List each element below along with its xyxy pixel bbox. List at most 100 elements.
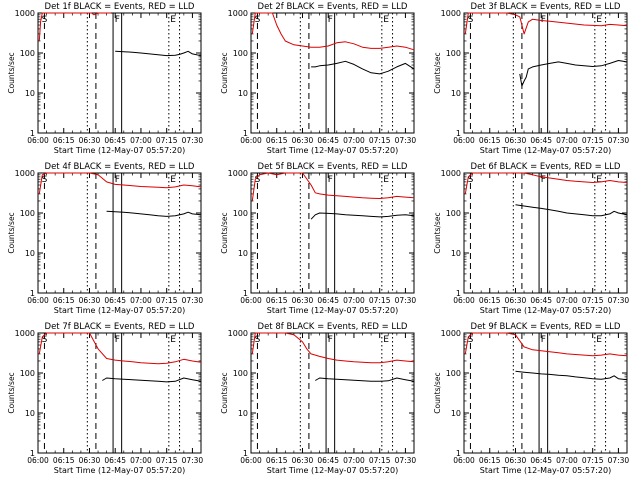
- marker-f: F: [328, 335, 333, 345]
- lld-rate-line: [251, 332, 415, 364]
- plot-frame: [250, 172, 415, 294]
- flare-interval-box: [112, 12, 123, 134]
- x-tick-label: 06:15: [266, 296, 288, 305]
- chart-title: Det 4f BLACK = Events, RED = LLD: [45, 162, 195, 172]
- x-tick-label: 07:00: [556, 456, 578, 465]
- y-tick-label: 1: [30, 129, 35, 138]
- y-tick-label: 10: [25, 249, 35, 258]
- x-tick-label: 07:15: [369, 296, 391, 305]
- marker-s: S: [42, 175, 48, 185]
- plot-frame: [37, 332, 202, 454]
- y-tick-label: 100: [20, 49, 35, 58]
- plot-frame: [463, 12, 628, 134]
- y-tick-label: 100: [233, 209, 248, 218]
- x-axis-label: Start Time (12-May-07 05:57:20): [54, 146, 185, 155]
- x-tick-label: 06:00: [453, 456, 475, 465]
- x-tick-label: 06:15: [53, 136, 75, 145]
- x-tick-label: 07:00: [130, 456, 152, 465]
- x-tick-label: 06:45: [317, 296, 339, 305]
- x-tick-label: 07:30: [608, 136, 630, 145]
- y-axis-label: Counts/sec: [7, 52, 16, 93]
- x-tick-label: 06:00: [453, 296, 475, 305]
- y-axis-label: Counts/sec: [220, 372, 229, 413]
- x-axis-label: Start Time (12-May-07 05:57:20): [267, 146, 398, 155]
- x-tick-label: 06:15: [53, 456, 75, 465]
- chart-title: Det 8f BLACK = Events, RED = LLD: [258, 322, 408, 332]
- x-tick-label: 07:00: [130, 296, 152, 305]
- y-tick-label: 1000: [15, 169, 35, 178]
- x-tick-label: 06:30: [292, 296, 314, 305]
- x-tick-label: 06:45: [530, 136, 552, 145]
- x-tick-label: 07:30: [608, 296, 630, 305]
- chart-panel-det3: Det 3f BLACK = Events, RED = LLD 1 10 100 10…: [433, 2, 629, 155]
- x-tick-label: 07:15: [369, 136, 391, 145]
- y-tick-label: 100: [233, 49, 248, 58]
- marker-e: E: [383, 175, 389, 185]
- y-tick-label: 10: [238, 89, 248, 98]
- plot-frame: [250, 12, 415, 134]
- lld-rate-line: [251, 12, 415, 51]
- y-tick-label: 1000: [441, 169, 461, 178]
- flare-interval-box: [538, 12, 549, 134]
- y-tick-label: 1: [30, 449, 35, 458]
- x-axis-label: Start Time (12-May-07 05:57:20): [54, 466, 185, 475]
- chart-title: Det 2f BLACK = Events, RED = LLD: [258, 2, 408, 12]
- y-tick-label: 1000: [441, 9, 461, 18]
- y-tick-label: 10: [238, 249, 248, 258]
- marker-s: S: [468, 175, 474, 185]
- x-axis-label: Start Time (12-May-07 05:57:20): [480, 306, 611, 315]
- marker-s: S: [255, 335, 261, 345]
- x-axis-label: Start Time (12-May-07 05:57:20): [267, 466, 398, 475]
- events-rate-line: [115, 50, 202, 57]
- chart-panel-det2: Det 2f BLACK = Events, RED = LLD 1 10 100 10…: [220, 2, 416, 155]
- x-tick-label: 06:00: [27, 136, 49, 145]
- y-tick-label: 1000: [228, 329, 248, 338]
- flare-interval-box: [325, 172, 336, 294]
- marker-f: F: [115, 335, 120, 345]
- plot-frame: [463, 172, 628, 294]
- x-axis-label: Start Time (12-May-07 05:57:20): [267, 306, 398, 315]
- y-tick-label: 10: [25, 89, 35, 98]
- x-tick-label: 07:00: [343, 296, 365, 305]
- flare-interval-box: [325, 332, 336, 454]
- marker-f: F: [541, 335, 546, 345]
- flare-interval-box: [112, 172, 123, 294]
- y-tick-label: 1: [243, 289, 248, 298]
- y-tick-label: 1: [456, 289, 461, 298]
- chart-title: Det 9f BLACK = Events, RED = LLD: [471, 322, 621, 332]
- x-tick-label: 06:30: [79, 296, 101, 305]
- y-tick-label: 1000: [228, 9, 248, 18]
- x-tick-label: 06:00: [453, 136, 475, 145]
- x-tick-label: 07:15: [582, 456, 604, 465]
- y-tick-label: 1000: [228, 169, 248, 178]
- flare-interval-box: [112, 332, 123, 454]
- chart-panel-det5: Det 5f BLACK = Events, RED = LLD 1 10 100 10…: [220, 162, 416, 315]
- y-tick-label: 100: [446, 369, 461, 378]
- marker-e: E: [596, 335, 602, 345]
- y-tick-label: 10: [451, 89, 461, 98]
- x-tick-label: 07:30: [182, 296, 204, 305]
- marker-e: E: [596, 15, 602, 25]
- lld-rate-line: [464, 12, 628, 35]
- y-tick-label: 10: [238, 409, 248, 418]
- x-tick-label: 06:45: [530, 296, 552, 305]
- events-rate-line: [102, 377, 202, 383]
- x-tick-label: 06:30: [79, 136, 101, 145]
- x-tick-label: 06:15: [266, 456, 288, 465]
- flare-interval-box: [538, 332, 549, 454]
- y-tick-label: 1: [243, 129, 248, 138]
- chart-panel-det8: Det 8f BLACK = Events, RED = LLD 1 10 100 10…: [220, 322, 416, 475]
- x-tick-label: 07:15: [582, 136, 604, 145]
- x-axis-label: Start Time (12-May-07 05:57:20): [480, 146, 611, 155]
- plot-frame: [37, 12, 202, 134]
- marker-s: S: [42, 15, 48, 25]
- x-tick-label: 07:00: [556, 296, 578, 305]
- chart-panel-det6: Det 6f BLACK = Events, RED = LLD 1 10 100 10…: [433, 162, 629, 315]
- marker-s: S: [468, 335, 474, 345]
- x-tick-label: 07:00: [556, 136, 578, 145]
- x-tick-label: 06:30: [292, 456, 314, 465]
- marker-s: S: [255, 15, 261, 25]
- lld-rate-line: [464, 172, 628, 194]
- x-tick-label: 06:45: [104, 296, 126, 305]
